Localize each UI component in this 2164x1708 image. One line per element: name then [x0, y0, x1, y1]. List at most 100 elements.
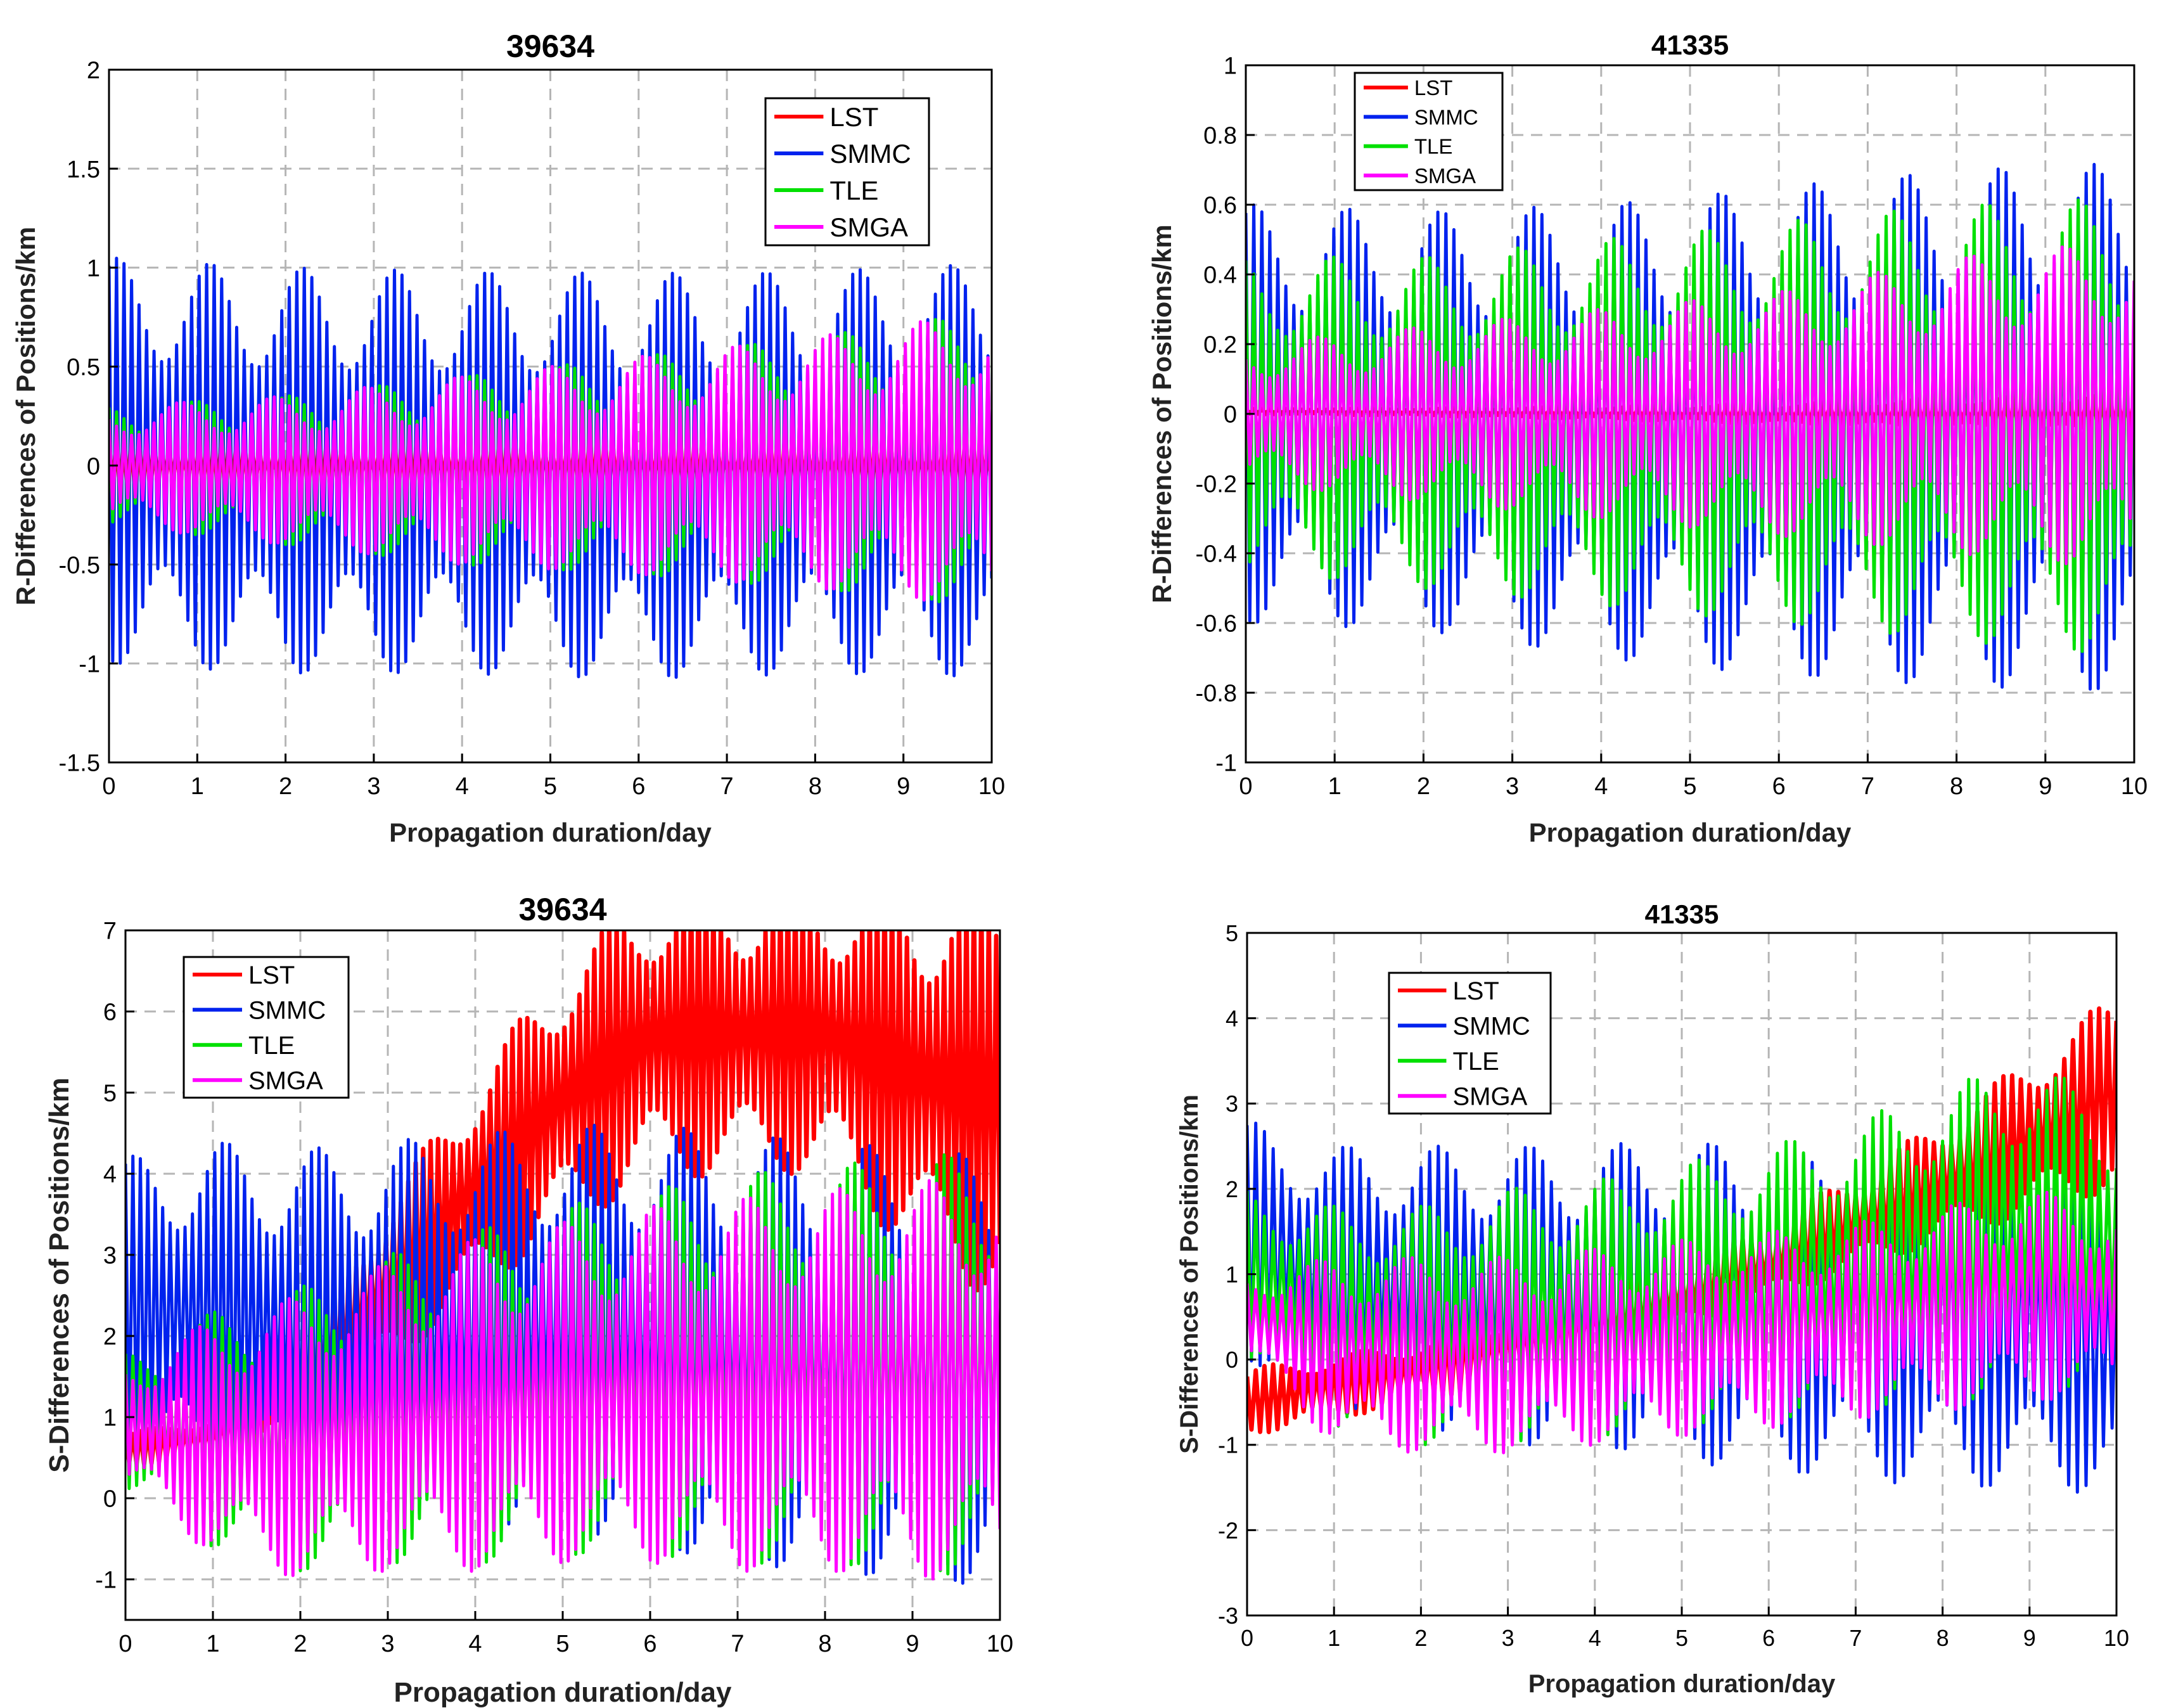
y-tick-label: 0: [1224, 402, 1237, 428]
y-tick-label: -3: [1218, 1603, 1238, 1629]
x-axis-label: Propagation duration/day: [1528, 1670, 1836, 1698]
chart-title: 41335: [1645, 899, 1719, 929]
y-tick-label: 4: [1226, 1006, 1238, 1032]
x-tick-label: 1: [1328, 1625, 1340, 1651]
y-tick-label: 5: [1226, 920, 1238, 946]
series-line-smga: [1247, 1190, 2116, 1454]
x-tick-label: 5: [556, 1631, 569, 1657]
y-tick-label: -0.4: [1196, 541, 1237, 568]
legend-label-smga: SMGA: [829, 212, 908, 242]
y-tick-label: -1: [1218, 1432, 1238, 1458]
y-tick-label: -1: [79, 652, 100, 678]
x-tick-label: 1: [206, 1631, 219, 1657]
x-tick-label: 10: [978, 773, 1005, 800]
chart-title: 39634: [506, 29, 594, 64]
y-axis-label: S-Differences of Positions/km: [44, 1077, 75, 1472]
x-tick-label: 7: [720, 773, 734, 800]
legend-label-lst: LST: [248, 961, 295, 989]
x-tick-label: 9: [2023, 1625, 2036, 1651]
y-tick-label: 3: [103, 1243, 117, 1269]
y-tick-label: 1: [87, 255, 100, 282]
x-tick-label: 6: [1762, 1625, 1775, 1651]
y-axis-label: R-Differences of Positions/km: [1147, 224, 1177, 603]
x-tick-label: 9: [897, 773, 910, 800]
x-tick-label: 4: [456, 773, 469, 800]
y-tick-label: 0.2: [1203, 332, 1237, 359]
x-tick-label: 6: [643, 1631, 656, 1657]
legend-label-smmc: SMMC: [829, 139, 911, 169]
x-tick-label: 10: [2104, 1625, 2129, 1651]
legend-label-lst: LST: [1453, 977, 1499, 1005]
y-tick-label: 4: [103, 1162, 117, 1188]
legend-box: [1354, 72, 1504, 191]
y-tick-label: 2: [103, 1324, 117, 1351]
series-line-lst: [1246, 391, 2134, 437]
y-tick-label: 0.8: [1203, 123, 1237, 150]
x-tick-label: 3: [367, 773, 380, 800]
x-tick-label: 2: [1414, 1625, 1427, 1651]
x-tick-label: 5: [544, 773, 557, 800]
y-tick-label: 2: [1226, 1176, 1238, 1202]
series-group: [1247, 1006, 2116, 1494]
x-tick-label: 10: [987, 1631, 1013, 1657]
y-tick-label: 6: [103, 999, 117, 1026]
legend-label-lst: LST: [829, 102, 878, 132]
legend-box: [764, 97, 930, 247]
y-tick-label: 0: [103, 1486, 117, 1513]
y-tick-label: 0.5: [67, 354, 100, 381]
x-tick-label: 1: [1328, 773, 1341, 800]
y-axis-label: R-Differences of Positions/km: [11, 227, 41, 605]
x-tick-label: 3: [381, 1631, 394, 1657]
series-line-smga: [1246, 245, 2134, 565]
series-group: [125, 930, 1000, 1585]
legend-label-smmc: SMMC: [1453, 1013, 1530, 1041]
legend: LST SMMC TLE SMGA: [1354, 72, 1504, 191]
series-line-tle: [1246, 198, 2134, 653]
y-tick-label: 0.4: [1203, 262, 1237, 289]
legend-label-tle: TLE: [829, 176, 878, 205]
y-tick-label: 1: [1226, 1261, 1238, 1287]
x-tick-label: 0: [102, 773, 115, 800]
y-tick-label: -0.6: [1196, 611, 1237, 638]
x-tick-label: 4: [468, 1631, 482, 1657]
x-axis-label: Propagation duration/day: [389, 818, 712, 847]
y-tick-label: -0.5: [59, 552, 100, 579]
x-tick-label: 3: [1502, 1625, 1514, 1651]
legend-box: [182, 956, 350, 1099]
chart-s41335: 0 1 2 3 4 5 6 7 8 9 10 -3 -2 -1 0 1 2 3 4 5 41335 Propagation…: [1175, 899, 2129, 1698]
x-tick-label: 5: [1683, 773, 1696, 800]
x-tick-label: 8: [818, 1631, 831, 1657]
y-tick-label: -1: [95, 1567, 117, 1594]
x-tick-label: 0: [1239, 773, 1252, 800]
y-tick-label: 1: [1224, 53, 1237, 80]
x-tick-label: 9: [2039, 773, 2052, 800]
y-tick-label: -0.8: [1196, 681, 1237, 707]
y-tick-label: 3: [1226, 1091, 1238, 1117]
x-tick-label: 7: [731, 1631, 744, 1657]
chart-r39634: 0 1 2 3 4 5 6 7 8 9 10 -1.5 -1 -0.5 0 0.5 1 1.5 2 39634 Prop…: [11, 29, 1005, 847]
legend: LST SMMC TLE SMGA: [764, 97, 930, 247]
x-tick-label: 8: [809, 773, 822, 800]
legend-label-tle: TLE: [1414, 135, 1453, 158]
y-tick-label: 1: [103, 1405, 117, 1432]
series-line-smga: [125, 1179, 1000, 1581]
x-tick-label: 4: [1594, 773, 1608, 800]
x-tick-label: 0: [118, 1631, 132, 1657]
y-tick-label: 7: [103, 918, 117, 945]
series-line-smga: [109, 320, 992, 602]
y-tick-label: 0: [87, 453, 100, 480]
legend-label-tle: TLE: [1453, 1048, 1499, 1076]
x-axis-label: Propagation duration/day: [1529, 818, 1852, 847]
series-group: [1246, 163, 2134, 691]
x-tick-label: 7: [1849, 1625, 1862, 1651]
x-tick-label: 8: [1950, 773, 1963, 800]
chart-r41335: 0 1 2 3 4 5 6 7 8 9 10 -1 -0.8 -0.6 -0.4 -0.2 0 0.2 0.4 0.6…: [1147, 30, 2148, 847]
y-axis-label: S-Differences of Positions/km: [1175, 1095, 1203, 1454]
chart-title: 39634: [518, 892, 606, 927]
legend-label-tle: TLE: [248, 1032, 295, 1060]
x-tick-label: 2: [279, 773, 292, 800]
series-group: [109, 257, 992, 679]
x-tick-label: 10: [2121, 773, 2148, 800]
y-tick-label: -1: [1215, 750, 1237, 777]
